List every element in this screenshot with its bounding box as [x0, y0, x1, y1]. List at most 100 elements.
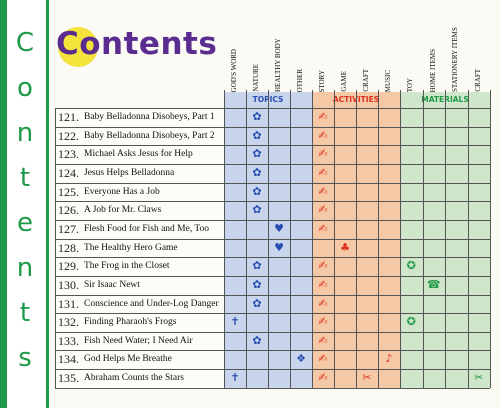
- row-number: 123.: [58, 147, 79, 162]
- topic-icon: ✿: [252, 259, 262, 273]
- topic-icon: ✍: [318, 352, 328, 366]
- row-title: Baby Belladonna Disobeys, Part 2: [84, 130, 215, 141]
- topic-icon: ✍: [318, 147, 328, 161]
- row-title: Flesh Food for Fish and Me, Too: [84, 223, 210, 234]
- topic-icon: ✍: [318, 371, 328, 385]
- row-line: [55, 219, 490, 221]
- column-line: [268, 90, 269, 388]
- column-header: STATIONERY ITEMS: [451, 27, 460, 92]
- column-header: HEALTHY BODY: [274, 38, 282, 92]
- sidebar-letter: e: [17, 208, 33, 238]
- column-header: CRAFT: [473, 69, 482, 92]
- column-line: [356, 90, 357, 388]
- column-header: NATURE: [252, 64, 260, 92]
- column-line: [378, 90, 379, 388]
- title-dot: [58, 27, 98, 67]
- row-title: Abraham Counts the Stars: [84, 373, 185, 384]
- row-number: 121.: [58, 110, 79, 124]
- topic-icon: ✂: [474, 371, 484, 385]
- topic-icon: ✪: [406, 315, 416, 329]
- row-number: 135.: [58, 371, 79, 386]
- sidebar: [0, 0, 49, 408]
- row-line: [55, 182, 490, 184]
- column-header: MUSIC: [384, 69, 392, 92]
- topic-icon: ✍: [318, 333, 328, 347]
- sidebar-letter: s: [18, 343, 32, 373]
- topic-icon: ✿: [252, 165, 262, 179]
- row-line: [55, 108, 490, 109]
- row-title: The Healthy Hero Game: [84, 242, 178, 253]
- column-header: GAME: [340, 71, 348, 92]
- row-number: 134.: [58, 352, 79, 367]
- row-line: [55, 126, 490, 128]
- row-title: Sir Isaac Newt: [84, 279, 140, 290]
- row-number: 125.: [58, 184, 79, 199]
- group-label: TOPICS: [224, 95, 312, 104]
- topic-icon: ✍: [318, 184, 328, 198]
- column-line: [290, 90, 291, 388]
- topic-icon: ♥: [274, 240, 284, 254]
- column-line: [334, 90, 335, 388]
- column-line: [400, 90, 401, 388]
- sidebar-stripe: [0, 0, 7, 408]
- row-line: [55, 331, 490, 333]
- row-number: 129.: [58, 259, 79, 274]
- row-number: 131.: [58, 296, 79, 311]
- topic-icon: ✍: [318, 277, 328, 291]
- row-number: 126.: [58, 203, 79, 218]
- row-line: [55, 387, 490, 389]
- topic-icon: ✍: [318, 128, 328, 142]
- sidebar-letter: o: [17, 73, 33, 103]
- topic-icon: ✂: [362, 371, 372, 385]
- row-number: 132.: [58, 315, 79, 330]
- column-header: HOME ITEMS: [428, 48, 437, 92]
- column-line: [224, 90, 225, 388]
- row-line: [55, 145, 490, 147]
- topic-icon: ✿: [252, 333, 262, 347]
- column-line: [467, 90, 469, 388]
- topic-icon: ✍: [318, 315, 328, 329]
- row-number: 127.: [58, 221, 79, 236]
- topic-icon: ✝: [230, 371, 240, 385]
- row-title: God Helps Me Breathe: [84, 354, 172, 365]
- topic-icon: ✍: [318, 110, 328, 123]
- topic-icon: ✝: [230, 315, 240, 329]
- row-line: [55, 201, 490, 203]
- topic-icon: ✍: [318, 203, 328, 217]
- column-header: GOD'S WORD: [230, 48, 238, 92]
- topic-icon: ♣: [340, 240, 350, 254]
- column-header: OTHER: [296, 68, 304, 92]
- row-number: 128.: [58, 240, 79, 255]
- topic-icon: ❖: [296, 352, 306, 366]
- sidebar-letter: t: [19, 163, 31, 193]
- topic-icon: ✿: [252, 277, 262, 291]
- topic-icon: ✍: [318, 259, 328, 273]
- topic-icon: ♥: [274, 221, 284, 235]
- topic-icon: ✿: [252, 296, 262, 310]
- column-header: CRAFT: [362, 69, 370, 92]
- row-title: Conscience and Under-Log Danger: [84, 298, 219, 309]
- title-column-bg: [55, 108, 224, 388]
- sidebar-letter: C: [15, 28, 35, 58]
- column-line: [422, 90, 424, 388]
- row-line: [55, 350, 490, 352]
- row-line: [55, 257, 490, 259]
- row-title: Jesus Helps Belladonna: [84, 167, 175, 178]
- topic-icon: ✍: [318, 165, 328, 179]
- row-number: 130.: [58, 277, 79, 292]
- row-title: Everyone Has a Job: [84, 186, 160, 197]
- column-line: [55, 108, 56, 388]
- column-line: [312, 90, 313, 388]
- row-title: Michael Asks Jesus for Help: [84, 149, 193, 160]
- topic-icon: ✿: [252, 147, 262, 161]
- row-title: The Frog in the Closet: [84, 261, 170, 272]
- column-header: TOY: [406, 77, 415, 92]
- row-line: [55, 238, 490, 240]
- column-header: STORY: [318, 69, 326, 92]
- topic-icon: ✿: [252, 128, 262, 142]
- topic-icon: ✿: [252, 110, 262, 123]
- row-line: [55, 294, 490, 296]
- title: Contents: [56, 26, 218, 62]
- topic-icon: ✍: [318, 221, 328, 235]
- column-line: [445, 90, 446, 388]
